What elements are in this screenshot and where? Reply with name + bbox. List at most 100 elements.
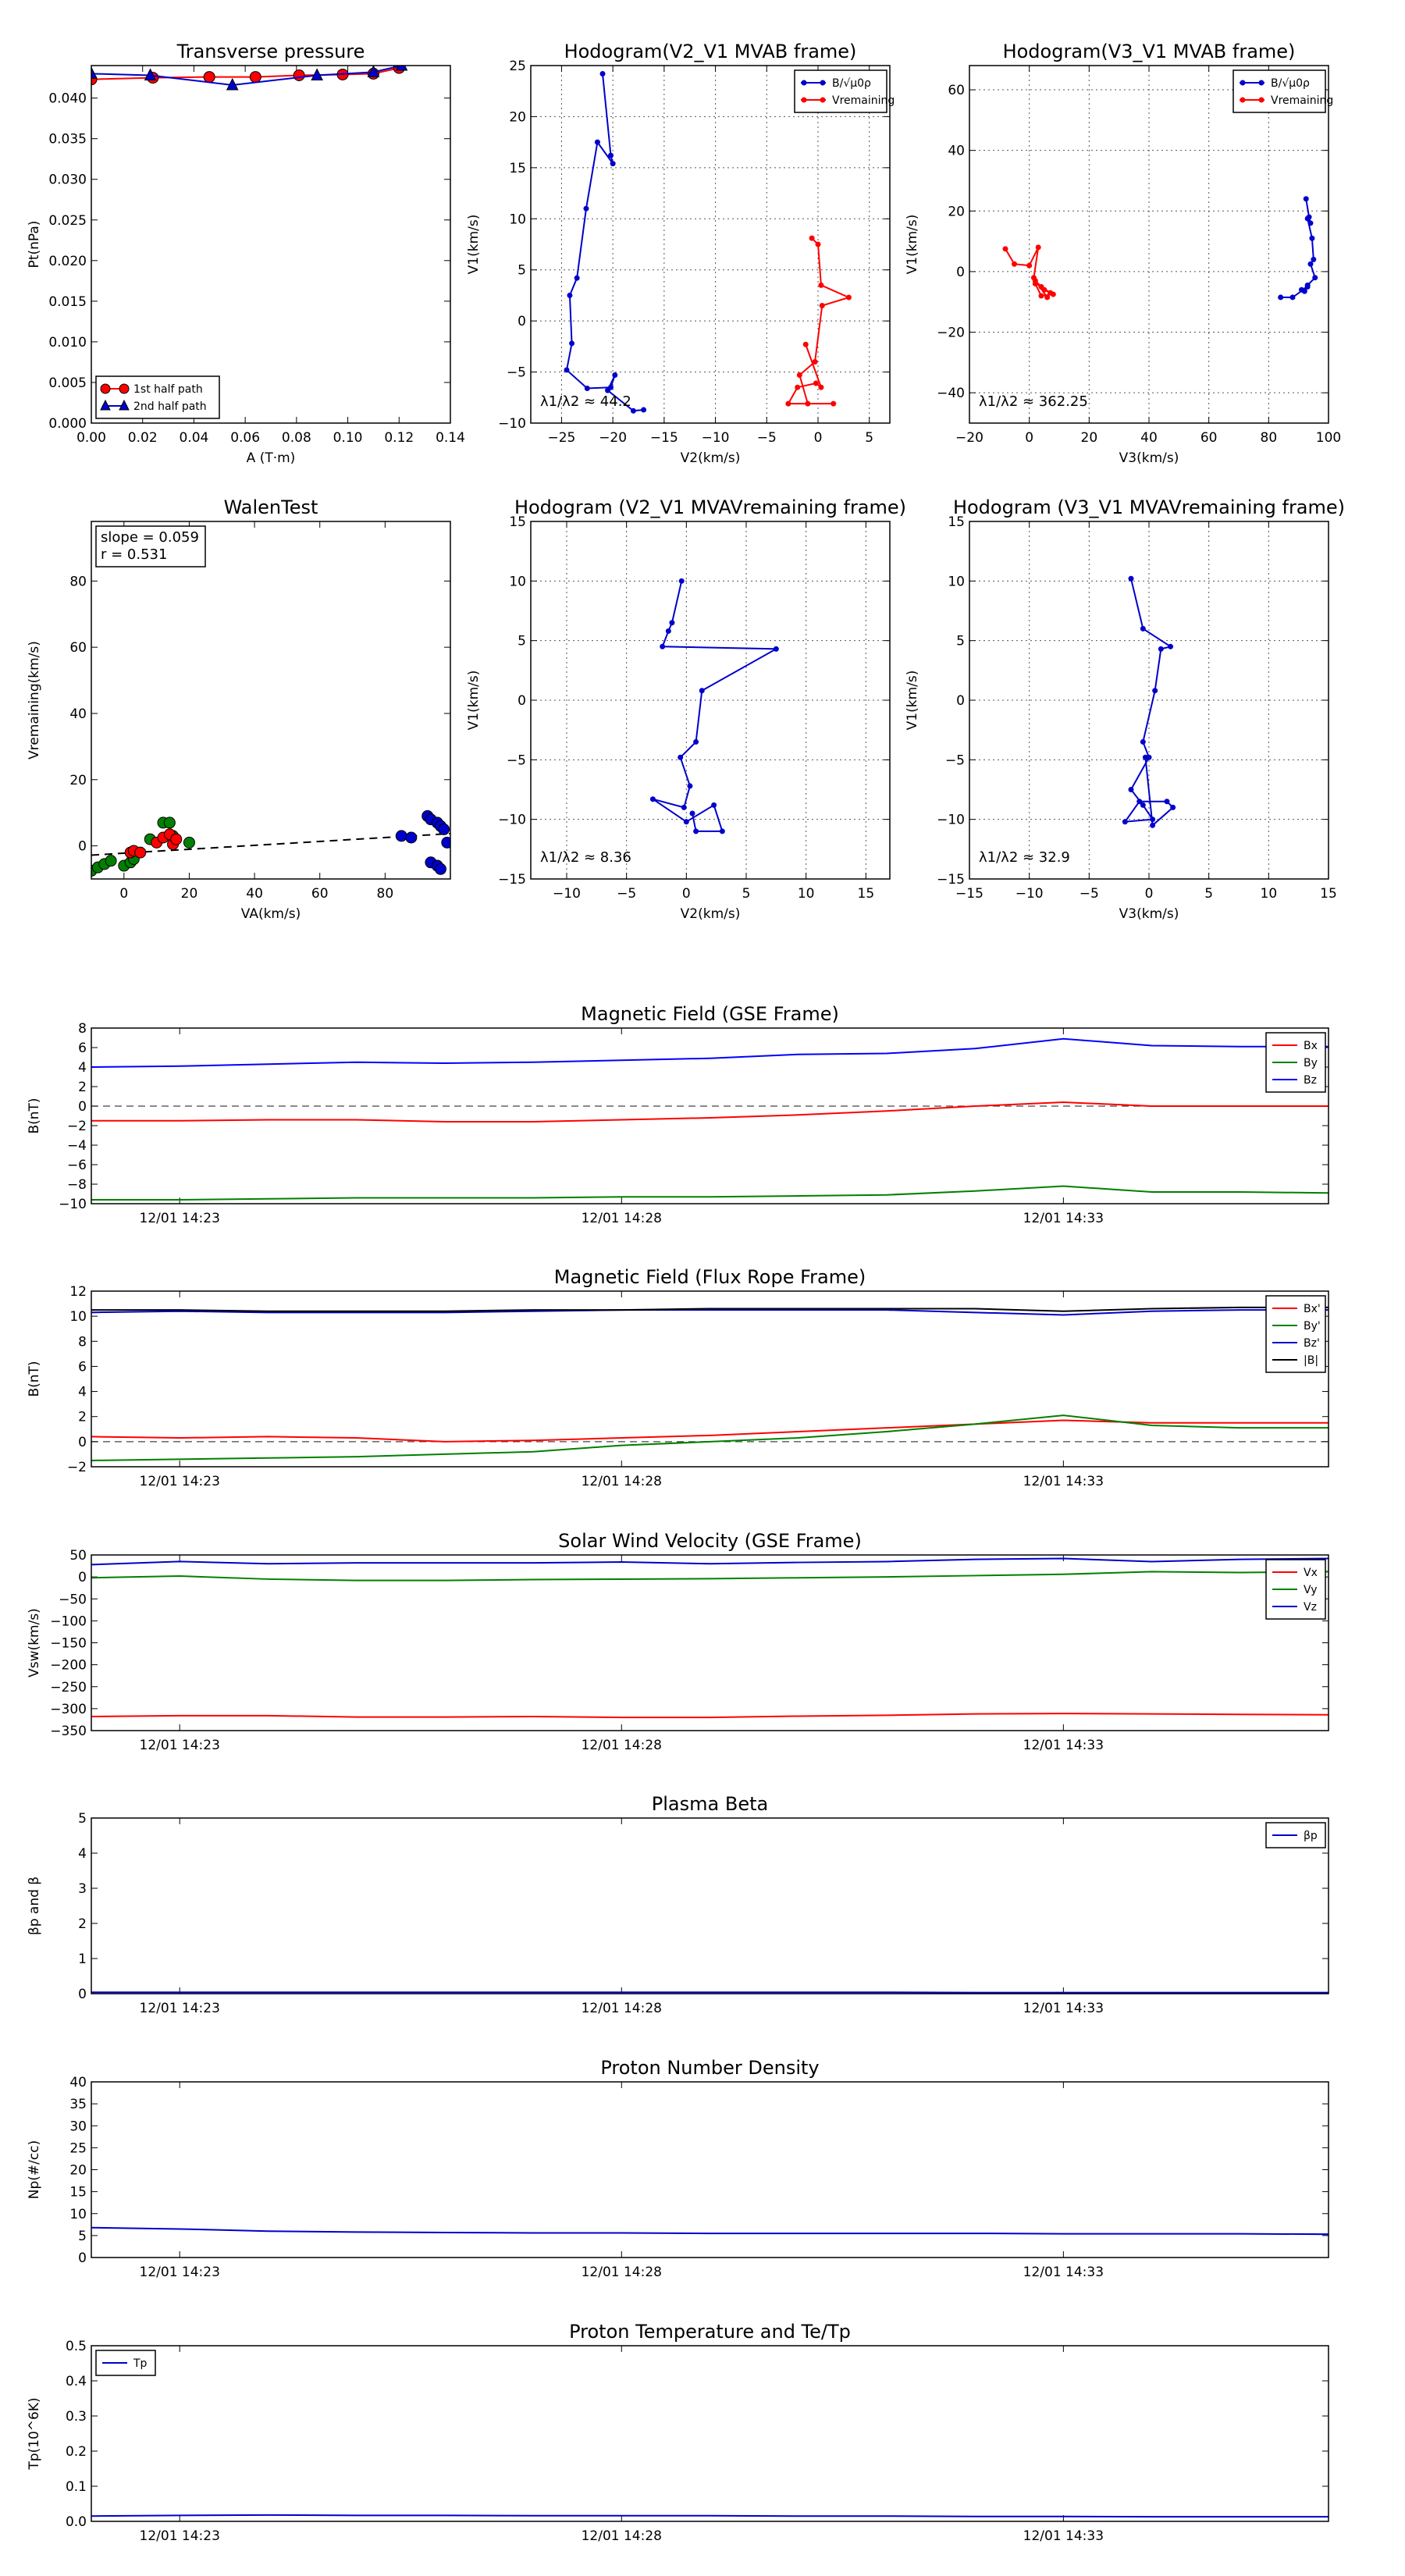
axes-frame [91,521,451,880]
y-tick-label: −40 [937,386,965,401]
x-tick-label: 20 [1081,430,1098,446]
chart-hodo_v2v1_mvab: Hodogram(V2_V1 MVAB frame) −25 −20 −15 −10 −5… [466,41,895,466]
y-tick-label: 20 [509,109,526,125]
x-axis-label: V2(km/s) [681,450,741,466]
data-point [1304,215,1311,222]
axes-frame [91,65,451,424]
data-point [1168,643,1174,649]
series-0 [649,578,780,834]
legend-marker [100,399,111,411]
data-point [711,802,717,808]
y-tick-label: −10 [498,416,526,432]
ratio-annotation: λ1/λ2 ≈ 44.2 [540,393,631,410]
legend-label: Tp [133,2357,148,2370]
legend-marker [1240,97,1246,103]
y-axis-label: V1(km/s) [905,671,920,731]
series-line [91,1101,1329,1123]
fit-line [91,832,450,856]
x-tick-label: 60 [311,886,329,902]
data-point [1304,283,1311,290]
y-tick-label: −250 [50,1680,87,1695]
x-tick-label: −25 [547,430,575,446]
data-point [812,358,818,365]
x-tick-label: 0.08 [282,430,311,446]
x-tick-label: 12/01 14:28 [582,1211,662,1226]
legend-label: Bx' [1304,1303,1321,1315]
x-tick-label: 0 [1145,886,1154,902]
data-point [1140,625,1146,632]
x-tick-label: 12/01 14:33 [1023,2265,1104,2280]
y-tick-label: 0 [956,693,965,709]
y-axis-label: Pt(nPa) [27,221,42,269]
series-2nd half path [91,66,408,91]
data-point [170,833,183,845]
plot-area [91,2514,1329,2518]
plot-area [649,578,780,834]
x-tick-label: 12/01 14:28 [582,2265,662,2280]
series-Vy [91,1571,1329,1582]
legend-label: Vz [1304,1601,1317,1614]
data-point [681,804,687,810]
data-point [1312,275,1318,281]
x-tick-label: 40 [246,886,263,902]
x-tick-label: 40 [1140,430,1158,446]
series-Bx [91,1101,1329,1123]
data-point [1032,278,1038,284]
x-axis-label: A (T·m) [247,450,296,466]
y-tick-label: 0.025 [48,213,87,229]
y-tick-label: −20 [937,326,965,341]
data-point [574,275,580,281]
y-axis-label: B(nT) [27,1098,42,1133]
y-tick-label: 10 [509,574,526,589]
y-tick-label: 0.015 [48,294,87,310]
series-line [91,1309,1329,1316]
data-point [249,71,261,84]
y-tick-label: 15 [509,161,526,176]
x-tick-label: 12/01 14:23 [140,1474,220,1489]
y-tick-label: 60 [948,83,965,98]
y-tick-label: −4 [67,1138,87,1154]
plot-area [91,66,408,91]
y-tick-label: 20 [948,204,965,219]
y-tick-label: 0 [956,265,965,280]
series-line [91,2226,1329,2236]
data-point [693,738,699,745]
legend-label: Vx [1304,1567,1318,1579]
y-tick-label: −10 [59,1197,87,1212]
y-tick-label: −15 [498,872,526,888]
x-tick-label: 0 [814,430,823,446]
y-tick-label: 0 [518,693,526,709]
data-point [1307,220,1314,226]
y-tick-label: 25 [509,59,526,74]
legend-marker [1258,80,1264,86]
y-tick-label: −5 [507,365,526,381]
y-tick-label: 0 [78,839,87,855]
x-tick-label: 12/01 14:28 [582,2528,662,2544]
x-tick-label: 0.10 [333,430,363,446]
chart-title: Hodogram(V3_V1 MVAB frame) [1003,41,1296,62]
data-point [813,380,819,386]
y-tick-label: 0.035 [48,132,87,148]
data-point [605,387,611,393]
chart-hodo_v3v1_mvav: Hodogram (V3_V1 MVAVremaining frame)−15−… [905,496,1345,922]
stats-text: r = 0.531 [101,546,167,563]
x-tick-label: −20 [955,430,984,446]
data-point [1012,261,1017,267]
legend-label: Vremaining [832,94,895,107]
axes-frame [91,2081,1329,2258]
y-tick-label: 0.5 [66,2339,87,2354]
x-tick-label: 12/01 14:28 [582,1738,662,1753]
y-tick-label: 15 [948,514,965,530]
plot-area [91,1557,1329,1719]
y-axis-label: V1(km/s) [905,215,920,275]
y-tick-label: 0.005 [48,375,87,391]
data-point [441,836,450,849]
plot-area [91,1306,1329,1461]
y-tick-label: 0.010 [48,335,87,350]
x-tick-label: 0.14 [436,430,465,446]
plot-area [1122,575,1176,828]
x-tick-label: 10 [798,886,815,902]
x-tick-label: 0.00 [76,430,106,446]
y-tick-label: −6 [67,1158,87,1173]
data-point [1142,754,1148,760]
